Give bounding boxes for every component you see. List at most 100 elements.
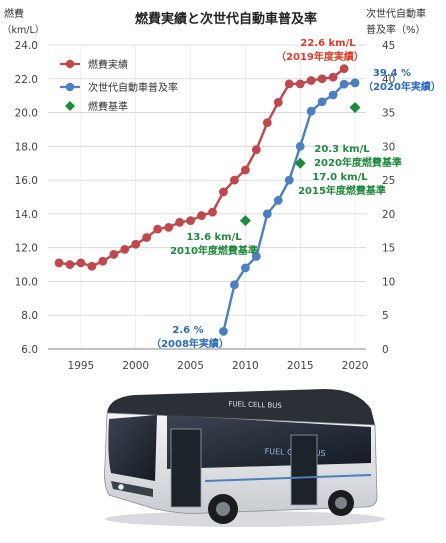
point-fuel-economy <box>306 76 316 85</box>
y-tick-label-right: 30 <box>382 141 395 153</box>
y-tick-label-right: 40 <box>382 74 395 86</box>
point-ngv-share <box>328 90 338 100</box>
point-fuel-economy <box>284 79 294 89</box>
annotation-std-2010-value: 13.6 km/L <box>186 232 242 243</box>
y-tick-label-left: 14.0 <box>15 209 38 221</box>
point-fuel-economy <box>98 256 108 266</box>
point-fuel-economy <box>65 260 75 269</box>
point-fuel-economy <box>175 217 184 227</box>
annotation-ngv-2008-note: （2008年実績） <box>151 337 229 350</box>
annotation-std-2010: 13.6 km/L 2010年度燃費基準 <box>170 232 258 257</box>
x-tick-label: 2015 <box>287 360 314 372</box>
point-ngv-share <box>306 106 316 116</box>
point-fuel-economy <box>295 79 305 89</box>
point-fuel-economy <box>262 118 272 128</box>
fuel-cell-bus-illustration: FUEL CELL BUS FUEL CELL BUS <box>104 389 385 527</box>
y-tick-label-left: 16.0 <box>15 175 38 187</box>
point-ngv-share <box>251 252 261 261</box>
point-fuel-economy <box>208 207 217 217</box>
point-fuel-economy <box>273 98 283 107</box>
point-fuel-economy <box>164 223 174 232</box>
y-tick-label-right: 15 <box>382 243 395 255</box>
x-tick-label: 2010 <box>232 360 259 372</box>
annotation-fuel-2019-note: （2019年度実績） <box>276 50 364 63</box>
bus-middle-door <box>290 434 318 506</box>
x-tick-label: 1995 <box>68 360 95 372</box>
y-tick-label-right: 5 <box>382 310 389 322</box>
annotation-ngv-2020-note: （2020年実績） <box>363 80 441 93</box>
legend-label: 燃費基準 <box>88 100 128 113</box>
point-fuel-standard <box>349 101 361 113</box>
point-fuel-economy <box>109 250 119 259</box>
bus-front-wheel <box>208 494 238 524</box>
point-fuel-economy <box>186 216 195 226</box>
y-tick-label-right: 45 <box>382 40 395 52</box>
point-ngv-share <box>295 141 305 151</box>
annotation-ngv-2020-value: 39.4 % <box>373 68 411 79</box>
annotation-std-2015: 17.0 km/L 2015年度燃費基準 <box>298 172 386 197</box>
x-tick-label: 2020 <box>342 360 369 372</box>
y-tick-label-left: 8.0 <box>21 310 38 322</box>
fuel-economy-chart: 燃費実績と次世代自動車普及率 燃費 （km/L） 次世代自動車 普及率（%） 6… <box>2 7 441 372</box>
y-tick-label-right: 20 <box>382 209 395 221</box>
bus-side-stripe <box>204 474 372 482</box>
annotation-ngv-2008-value: 2.6 % <box>172 325 203 336</box>
point-fuel-economy <box>76 258 86 268</box>
right-axis-label-line2: 普及率（%） <box>366 23 426 36</box>
x-tick-label: 2005 <box>177 360 204 372</box>
point-fuel-economy <box>328 72 338 82</box>
x-tick-label: 2000 <box>122 360 149 372</box>
y-tick-label-right: 0 <box>382 344 389 356</box>
annotation-fuel-2019: 22.6 km/L （2019年度実績） <box>276 38 364 63</box>
annotation-std-2015-note: 2015年度燃費基準 <box>298 184 386 197</box>
point-fuel-economy <box>120 244 130 254</box>
point-fuel-economy <box>339 64 349 74</box>
annotation-fuel-2019-value: 22.6 km/L <box>300 38 356 49</box>
legend-label: 燃費実績 <box>88 58 128 71</box>
point-fuel-economy <box>153 224 163 234</box>
point-ngv-share <box>339 79 349 89</box>
annotation-std-2020-note: 2020年度燃費基準 <box>314 156 402 169</box>
annotation-ngv-2008: 2.6 % （2008年実績） <box>151 325 229 350</box>
point-ngv-share <box>273 195 283 205</box>
y-tick-label-right: 10 <box>382 276 395 288</box>
point-ngv-share <box>230 280 239 290</box>
y-tick-label-left: 10.0 <box>15 276 38 288</box>
bus-windshield <box>108 415 157 481</box>
point-ngv-share <box>240 263 250 273</box>
point-fuel-economy <box>142 233 152 242</box>
annotation-std-2010-note: 2010年度燃費基準 <box>170 244 258 257</box>
legend-marker <box>65 101 75 111</box>
point-fuel-economy <box>230 175 239 185</box>
bus-headlight <box>117 483 125 491</box>
point-ngv-share <box>317 97 327 107</box>
point-fuel-economy <box>197 211 206 220</box>
point-fuel-economy <box>240 165 250 175</box>
chart-title: 燃費実績と次世代自動車普及率 <box>135 11 317 27</box>
annotation-ngv-2020: 39.4 % （2020年実績） <box>363 68 441 93</box>
series-layer <box>54 64 361 336</box>
y-tick-label-left: 18.0 <box>15 141 38 153</box>
y-tick-label-left: 12.0 <box>15 243 38 255</box>
left-axis-label-line1: 燃費 <box>4 7 24 20</box>
bus-rear-wheel <box>328 490 354 516</box>
point-ngv-share <box>284 175 294 185</box>
legend-marker <box>65 82 75 92</box>
point-fuel-standard <box>239 215 251 227</box>
series-line-ngv-share <box>222 81 356 332</box>
y-tick-label-left: 24.0 <box>15 40 38 52</box>
bus-side-windows <box>167 415 371 469</box>
legend-label: 次世代自動車普及率 <box>88 81 178 94</box>
y-tick-label-right: 25 <box>382 175 395 187</box>
legend-marker <box>65 59 75 69</box>
right-axis-label-line1: 次世代自動車 <box>366 7 426 20</box>
annotation-std-2015-value: 17.0 km/L <box>312 172 368 183</box>
annotation-std-2020-value: 20.3 km/L <box>314 144 370 155</box>
y-tick-label-right: 35 <box>382 108 395 120</box>
axes: 6.0 8.0 10.0 12.0 14.0 16.0 18.0 20.0 22.0 24.0 0 5… <box>15 40 396 372</box>
point-ngv-share <box>219 327 228 336</box>
point-fuel-economy <box>317 74 327 84</box>
bus-destination-sign: FUEL CELL BUS <box>228 400 282 410</box>
point-ngv-share <box>262 209 272 219</box>
